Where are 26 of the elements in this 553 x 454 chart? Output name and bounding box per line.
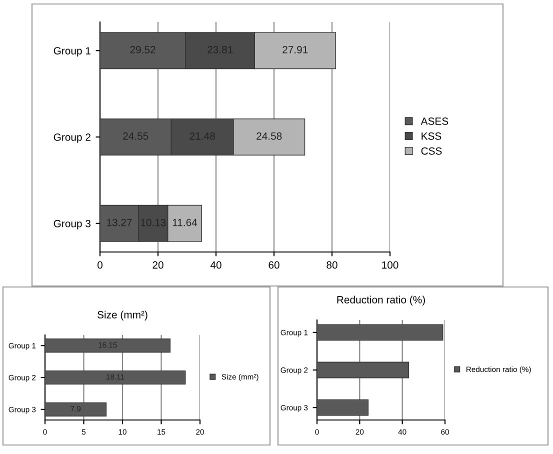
- data-label: 11.64: [172, 218, 198, 226]
- x-tick-label: 0: [98, 261, 102, 269]
- data-label: 13.27: [107, 218, 132, 226]
- legend-label: KSS: [422, 132, 442, 140]
- chart-title: Size (mm²): [98, 310, 148, 320]
- legend-label: CSS: [421, 147, 442, 155]
- x-tick-label: 60: [268, 261, 280, 269]
- chart-title: Reduction ratio (%): [337, 296, 425, 306]
- data-label: 24.55: [123, 132, 148, 140]
- bar: [45, 338, 171, 353]
- bar: [45, 402, 107, 416]
- y-tick-label: Group 3: [54, 220, 91, 230]
- bar: [45, 370, 186, 385]
- x-tick-label: 100: [382, 261, 398, 269]
- x-tick-label: 80: [326, 261, 338, 269]
- x-tick-label: 20: [152, 261, 164, 269]
- data-label: 24.58: [256, 132, 282, 140]
- bar: [317, 324, 444, 341]
- y-tick-label: Group 1: [54, 47, 90, 57]
- bar: [317, 399, 369, 416]
- data-label: 29.52: [130, 46, 156, 54]
- x-tick-label: 40: [210, 261, 222, 269]
- y-tick-label: Group 2: [54, 134, 90, 143]
- legend-label: ASES: [420, 118, 448, 125]
- bar: [317, 362, 410, 378]
- data-label: 27.91: [282, 46, 308, 54]
